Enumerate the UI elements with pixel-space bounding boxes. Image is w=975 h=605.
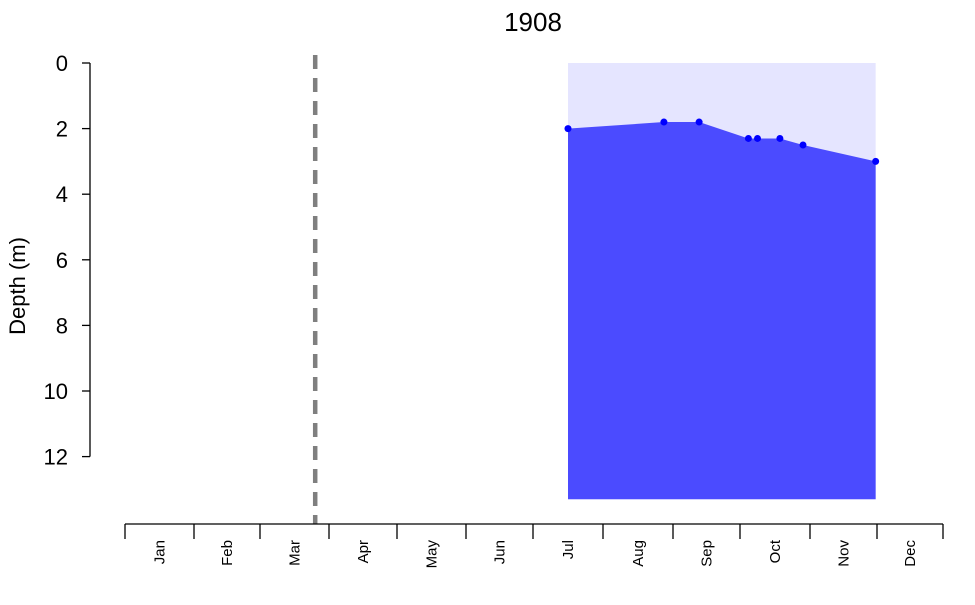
x-tick-label-aug: Aug: [630, 540, 647, 567]
x-tick-label-oct: Oct: [767, 539, 784, 563]
data-point-8: [872, 157, 880, 165]
y-tick-label-6: 6: [56, 248, 68, 273]
plot-layer: 0 2 4 6 8 10 12 Jan Feb Mar Apr May Jun Jul Aug Sep Oct N…: [44, 51, 944, 569]
data-point-2: [660, 118, 668, 126]
data-point-6: [776, 134, 784, 142]
data-point-5: [754, 134, 761, 142]
data-point-1: [564, 125, 572, 133]
x-tick-label-feb: Feb: [219, 540, 236, 566]
y-tick-label-0: 0: [56, 51, 68, 76]
data-point-3: [695, 118, 703, 126]
x-tick-label-apr: Apr: [355, 540, 372, 563]
y-tick-label-10: 10: [44, 379, 68, 404]
x-tick-label-jan: Jan: [152, 540, 169, 564]
y-tick-label-8: 8: [56, 313, 68, 338]
x-tick-label-jun: Jun: [492, 540, 509, 564]
chart-title: 1908: [504, 7, 562, 37]
y-tick-label-12: 12: [44, 445, 68, 470]
x-tick-label-sep: Sep: [699, 540, 716, 567]
y-axis-label: Depth (m): [5, 237, 30, 335]
data-point-4: [744, 134, 752, 142]
x-tick-label-mar: Mar: [287, 540, 304, 566]
x-tick-label-may: May: [424, 540, 441, 569]
data-point-7: [799, 141, 807, 149]
depth-area: [568, 122, 876, 500]
x-tick-label-dec: Dec: [902, 540, 919, 567]
y-tick-label-4: 4: [56, 182, 68, 207]
y-tick-label-2: 2: [56, 117, 68, 142]
x-tick-label-jul: Jul: [560, 540, 577, 559]
x-tick-label-nov: Nov: [836, 540, 853, 567]
